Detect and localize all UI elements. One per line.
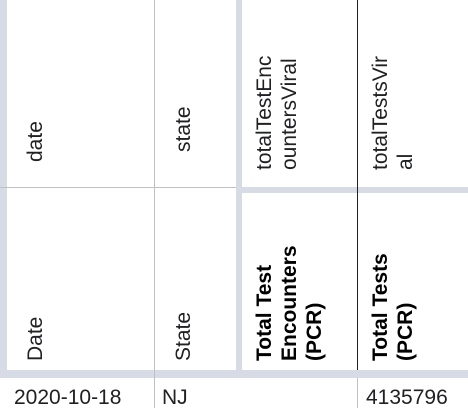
cell-text: (PCR)	[303, 302, 326, 361]
cell-text: Date	[24, 316, 47, 361]
cell-text: ountersViral	[278, 58, 301, 170]
cell-text: state	[172, 106, 195, 152]
column-separator-band	[236, 0, 242, 370]
cell-text: date	[24, 121, 47, 162]
gridline	[154, 0, 155, 408]
cell-state-value[interactable]: NJ	[162, 386, 188, 409]
cell-date-value[interactable]: 2020-10-18	[14, 386, 122, 409]
cell-label-date[interactable]: Date	[7, 193, 154, 370]
gridline	[357, 0, 358, 370]
cell-text: Total Tests	[369, 253, 392, 361]
cell-text: totalTestsVir	[369, 56, 392, 170]
gridline	[0, 187, 236, 188]
frozen-column-band	[0, 0, 7, 370]
cell-field-state[interactable]: state	[155, 0, 236, 187]
cell-text: al	[394, 153, 417, 170]
cell-field-date[interactable]: date	[7, 0, 154, 187]
cell-text: Encounters	[278, 245, 301, 361]
gridline	[357, 378, 358, 408]
cell-label-total-test-encounters[interactable]: Total Test Encounters (PCR)	[242, 193, 357, 370]
cell-text: totalTestEnc	[253, 55, 276, 170]
cell-text: State	[172, 311, 195, 361]
cell-total-tests-value[interactable]: 4135796	[366, 386, 448, 409]
cell-text: (PCR)	[394, 302, 417, 361]
frozen-row-band	[0, 370, 468, 378]
cell-field-total-tests-viral[interactable]: totalTestsVir al	[358, 0, 468, 187]
cell-field-total-test-encounters-viral[interactable]: totalTestEnc ountersViral	[242, 0, 357, 187]
cell-label-total-tests[interactable]: Total Tests (PCR)	[358, 193, 468, 370]
header-separator-band	[236, 187, 468, 193]
cell-label-state[interactable]: State	[155, 193, 236, 370]
cell-text: Total Test	[253, 264, 276, 361]
